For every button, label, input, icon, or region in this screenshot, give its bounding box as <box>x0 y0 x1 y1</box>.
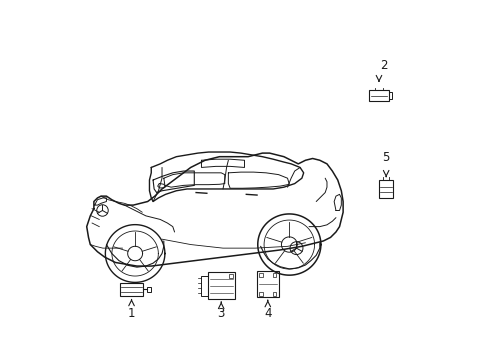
Bar <box>257 271 278 297</box>
Bar <box>147 287 150 292</box>
Bar <box>368 90 388 101</box>
Bar <box>229 274 232 278</box>
Text: 5: 5 <box>382 151 389 164</box>
Text: 2: 2 <box>380 59 387 72</box>
Text: 3: 3 <box>217 307 224 320</box>
Text: 1: 1 <box>127 307 135 320</box>
Bar <box>378 180 392 198</box>
Bar <box>259 292 262 296</box>
Bar <box>259 273 262 277</box>
Text: 4: 4 <box>264 307 271 320</box>
Bar <box>207 273 234 299</box>
Bar <box>272 273 276 277</box>
Bar <box>200 276 207 296</box>
Bar <box>272 292 276 296</box>
Bar <box>120 283 142 296</box>
Bar <box>388 93 392 99</box>
